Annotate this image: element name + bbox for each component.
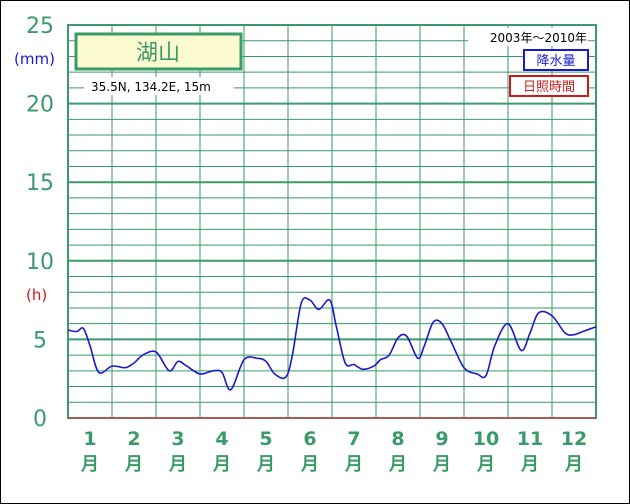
y-unit-sunshine: (h) <box>26 286 47 304</box>
legend-sunshine-label: 日照時間 <box>523 80 575 95</box>
month-number: 11 <box>517 428 543 450</box>
month-number: 8 <box>391 428 404 450</box>
month-number: 12 <box>561 428 587 450</box>
legend-sunshine-box <box>509 75 589 97</box>
month-char: 月 <box>256 454 275 475</box>
period-label: 2003年〜2010年 <box>490 31 587 45</box>
y-tick-label: 5 <box>33 328 47 353</box>
coordinates-bg <box>84 77 234 95</box>
month-char: 月 <box>564 454 583 475</box>
month-number: 10 <box>473 428 499 450</box>
month-char: 月 <box>80 454 99 475</box>
month-char: 月 <box>212 454 231 475</box>
legend-precip-label: 降水量 <box>536 54 575 69</box>
month-number: 3 <box>171 428 184 450</box>
station-box <box>74 32 243 71</box>
legend-precip-box <box>523 49 589 71</box>
month-char: 月 <box>300 454 319 475</box>
month-number: 7 <box>347 428 360 450</box>
month-char: 月 <box>124 454 143 475</box>
month-char: 月 <box>388 454 407 475</box>
y-tick-label: 25 <box>26 14 54 39</box>
coordinates: 35.5N, 134.2E, 15m <box>91 80 211 94</box>
month-char: 月 <box>432 454 451 475</box>
station-name: 湖山 <box>136 41 180 66</box>
month-number: 4 <box>215 428 228 450</box>
month-char: 月 <box>168 454 187 475</box>
series-layer <box>67 297 597 391</box>
y-tick-label: 20 <box>26 93 54 118</box>
month-char: 月 <box>344 454 363 475</box>
month-number: 6 <box>303 428 316 450</box>
y-tick-label: 15 <box>26 171 54 196</box>
x-axis-months: 1 月 2 月 3 月 4 月 5 月 6 月 7 月 8 月 9 月 10 月 11 月 12 月 <box>80 428 587 475</box>
period-bg <box>468 28 588 46</box>
y-axis-ticks: 0 5 10 15 20 25 <box>26 14 54 432</box>
month-number: 2 <box>127 428 140 450</box>
y-tick-label: 10 <box>26 250 54 275</box>
y-unit-precip: (mm) <box>14 50 55 68</box>
y-tick-label: 0 <box>33 407 47 432</box>
month-number: 5 <box>259 428 272 450</box>
month-char: 月 <box>520 454 539 475</box>
month-number: 1 <box>83 428 96 450</box>
month-number: 9 <box>435 428 448 450</box>
month-char: 月 <box>476 454 495 475</box>
series-line-precip <box>67 297 597 391</box>
